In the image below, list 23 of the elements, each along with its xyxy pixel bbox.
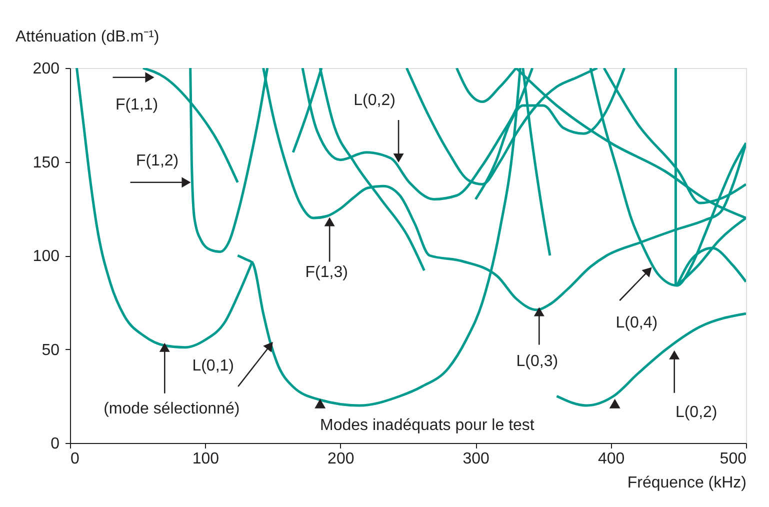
x-tick-label: 200 xyxy=(328,450,354,468)
y-tick-label: 100 xyxy=(32,248,60,265)
y-tick-label: 0 xyxy=(50,436,60,452)
annotation: L(0,3) xyxy=(516,352,558,370)
y-axis-title: Atténuation (dB.m⁻¹) xyxy=(16,28,160,46)
annotation: F(1,1) xyxy=(115,96,158,114)
annotation: L(0,2) xyxy=(354,92,396,109)
x-tick-label: 300 xyxy=(462,450,490,468)
annotation: L(0,1) xyxy=(192,358,234,374)
annotation: (mode sélectionné) xyxy=(104,400,240,418)
annotation: F(1,3) xyxy=(305,264,348,281)
x-tick-label: 400 xyxy=(598,450,625,468)
y-tick-label: 50 xyxy=(42,342,60,359)
y-tick-label: 200 xyxy=(32,60,60,78)
annotation: L(0,2) xyxy=(675,404,718,421)
x-axis-title: Fréquence (kHz) xyxy=(627,474,746,492)
annotation: F(1,2) xyxy=(136,152,179,170)
y-tick-label: 150 xyxy=(32,154,60,172)
x-tick-label: 100 xyxy=(192,450,220,468)
x-tick-label: 0 xyxy=(70,450,80,468)
annotation: Modes inadéquats pour le test xyxy=(320,417,535,434)
x-tick-label: 500 xyxy=(720,450,747,468)
annotation: L(0,4) xyxy=(616,314,658,332)
